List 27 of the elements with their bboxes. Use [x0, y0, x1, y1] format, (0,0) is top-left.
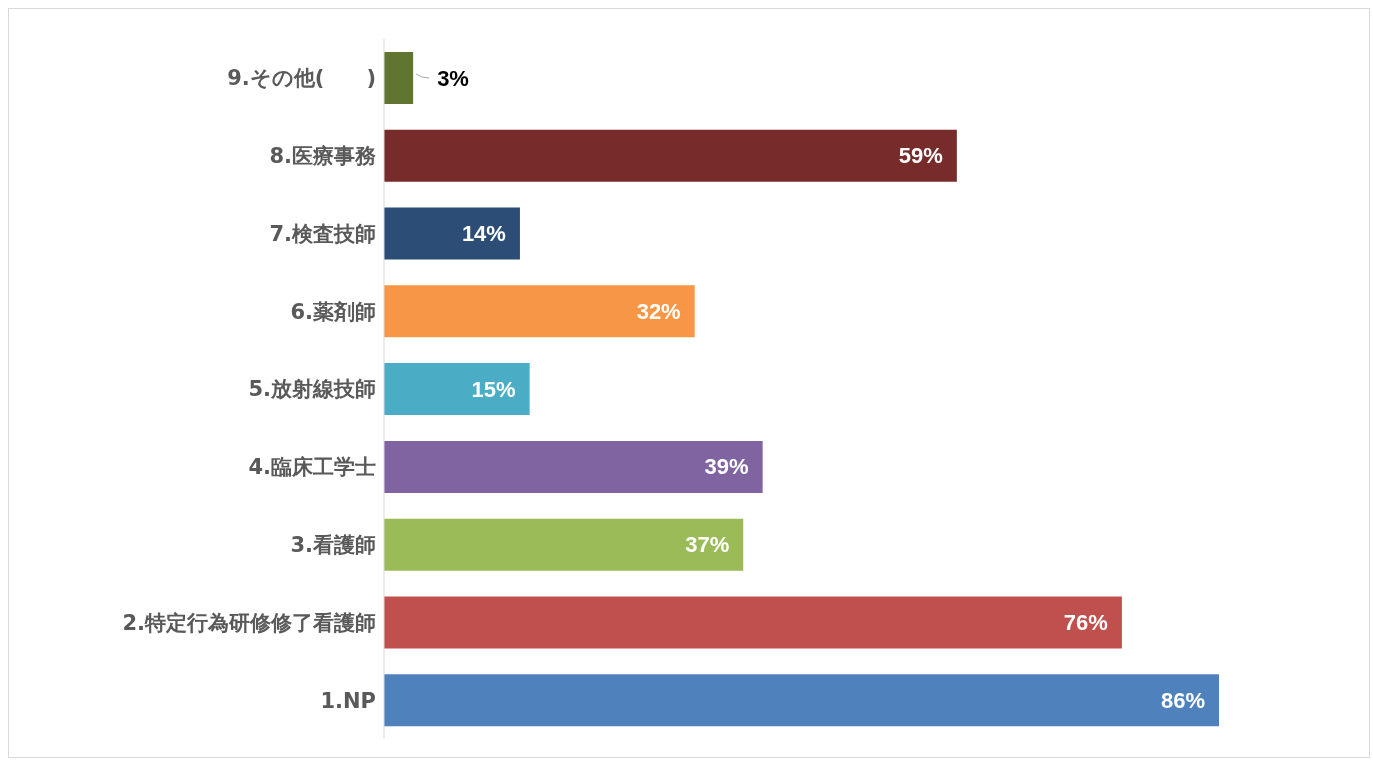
data-label: 32% [636, 298, 681, 324]
bar [384, 440, 763, 493]
bar [384, 363, 530, 416]
bar [384, 518, 744, 571]
data-label: 59% [898, 143, 943, 169]
bar [384, 207, 520, 260]
data-label: 3% [437, 65, 469, 91]
bar [384, 674, 1219, 727]
data-label: 39% [704, 454, 749, 480]
bar [384, 52, 414, 104]
bar [384, 596, 1122, 649]
y-tick-label: 2.特定行為研修修了看護師 [122, 610, 376, 635]
data-label: 15% [471, 376, 516, 402]
y-tick-label: 4.臨床工学士 [248, 455, 376, 480]
data-label: 86% [1160, 687, 1205, 713]
y-tick-label: 7.検査技師 [269, 221, 376, 246]
y-tick-label: 3.看護師 [290, 533, 376, 558]
y-tick-label: 5.放射線技師 [248, 377, 376, 402]
y-tick-label: 1.NP [320, 688, 376, 713]
y-tick-label: 8.医療事務 [269, 144, 376, 169]
data-label: 14% [461, 221, 506, 247]
y-tick-label: 6.薬剤師 [290, 299, 376, 324]
bar [384, 129, 957, 182]
bar [384, 285, 695, 338]
y-tick-label: 9.その他( ) [227, 66, 376, 91]
data-label: 37% [685, 532, 730, 558]
data-label: 76% [1063, 609, 1108, 635]
